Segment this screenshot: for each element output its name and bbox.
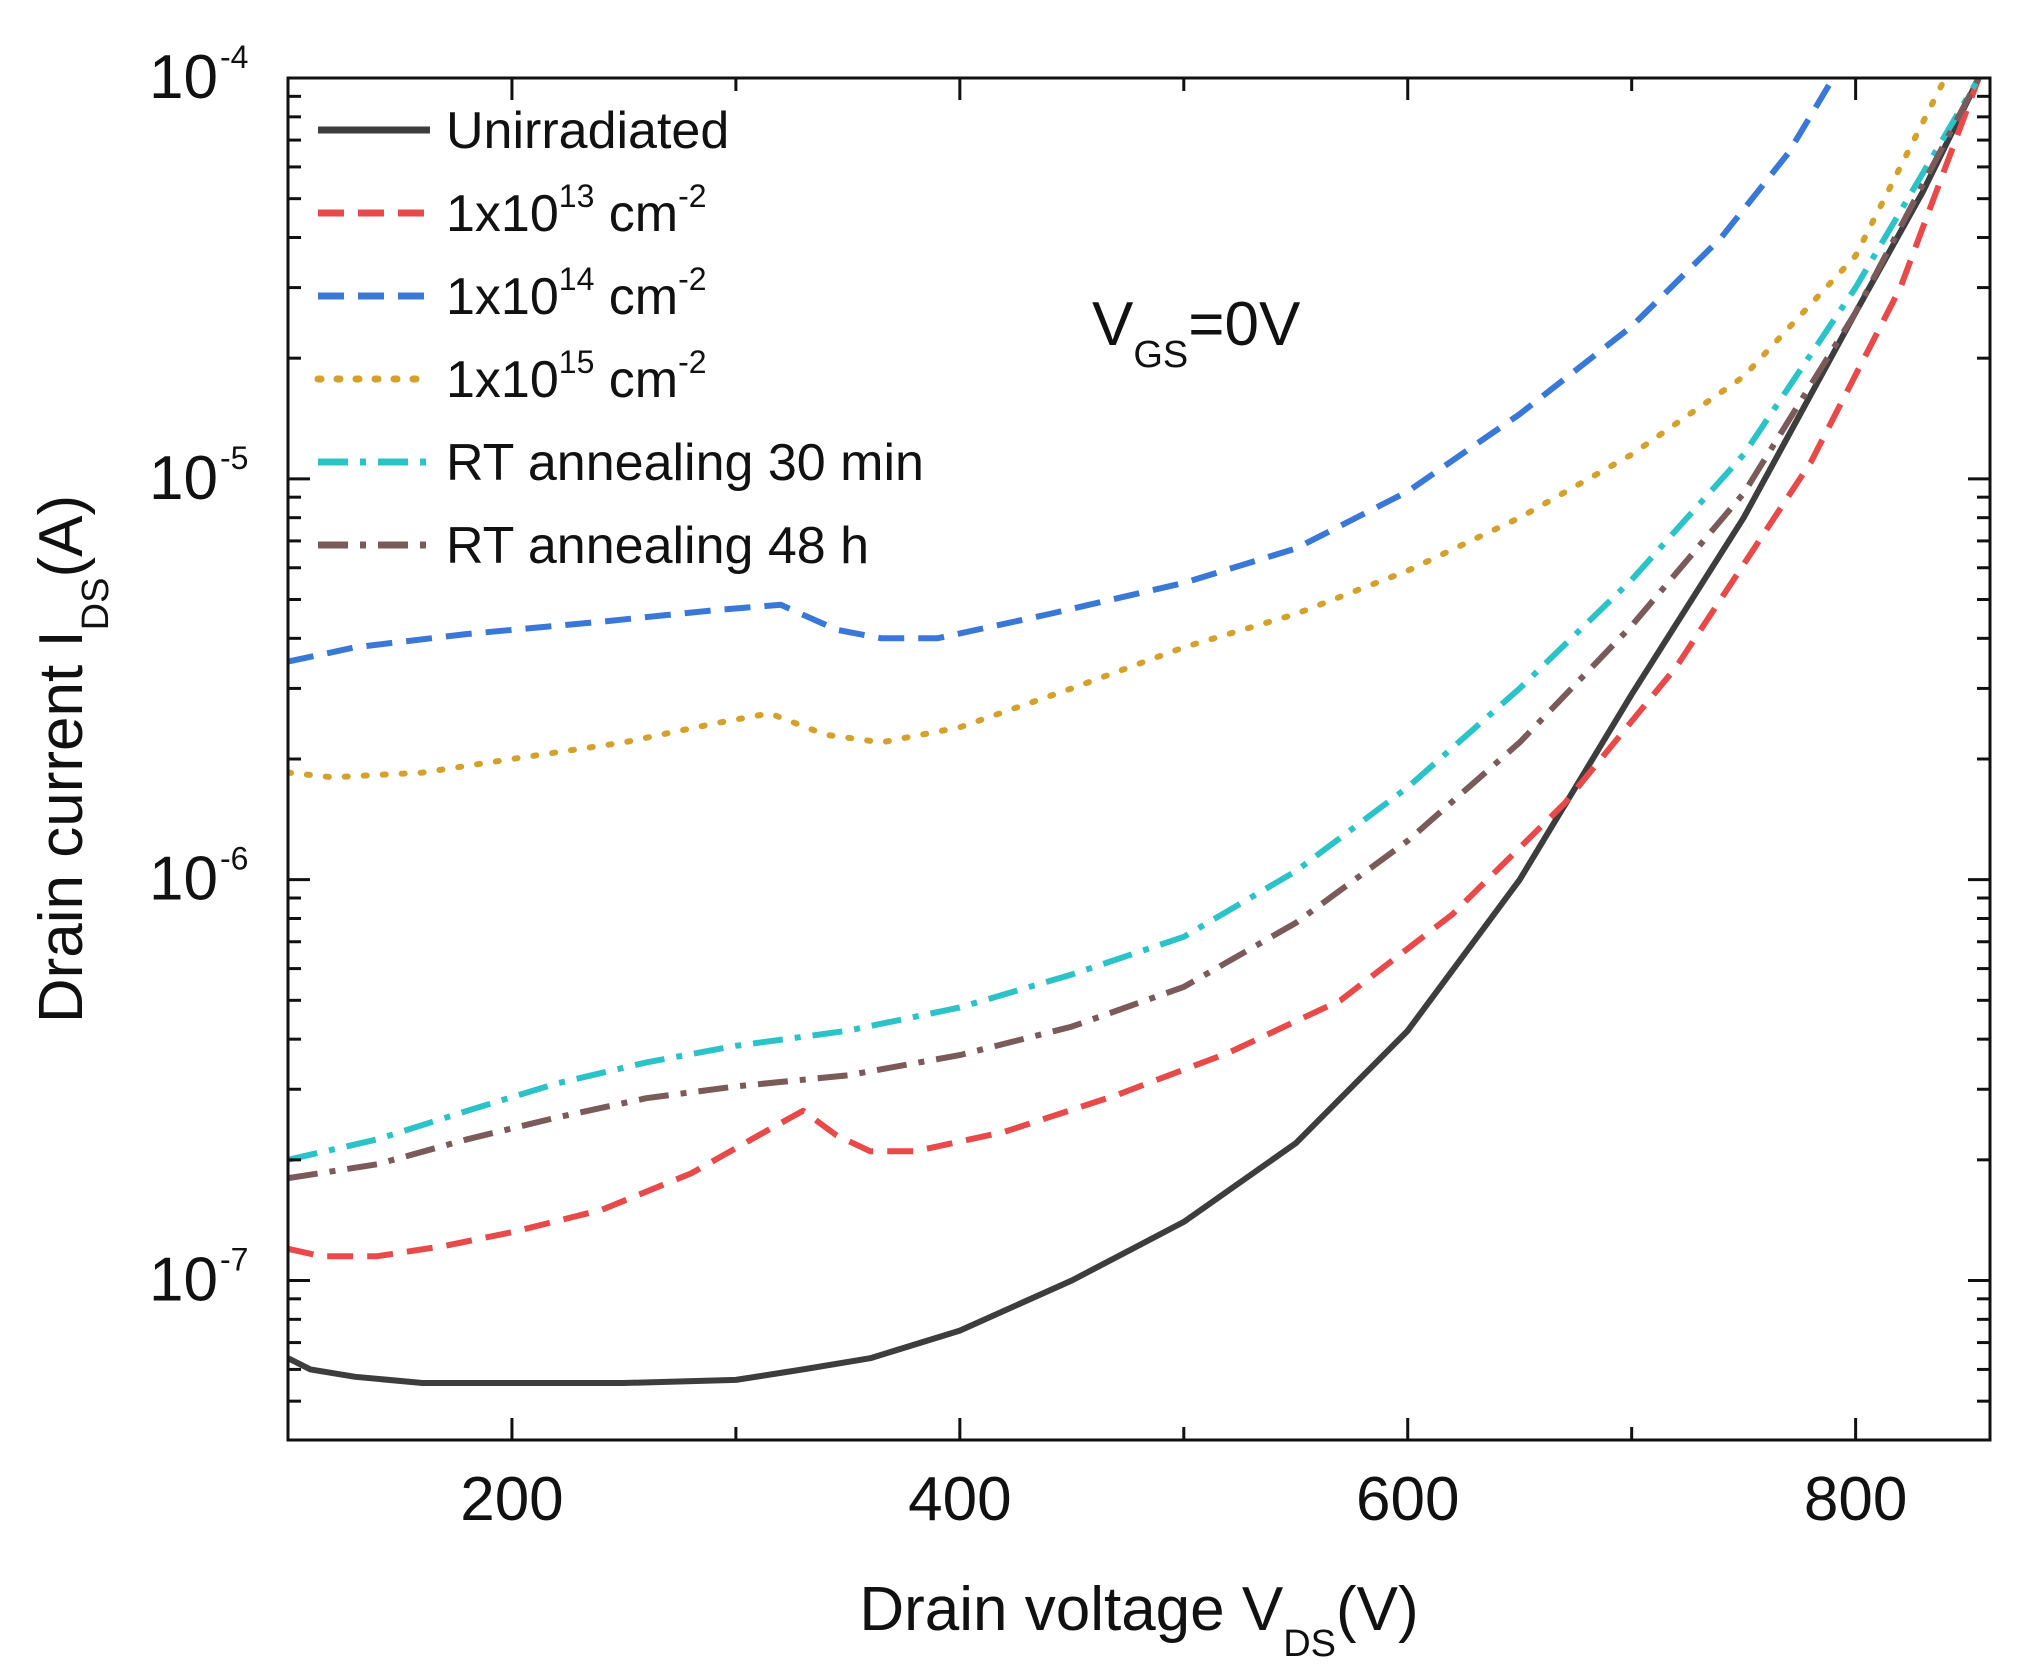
y-tick-exponent: -5 [220,440,248,476]
x-tick-label: 200 [460,1465,563,1534]
series-line-4 [288,78,1949,781]
series-layer [288,78,1982,1386]
legend-label-4: 1x1015 cm-2 [446,344,707,409]
x-axis-label: Drain voltage VDS(V) [859,1575,1418,1665]
x-tick-label: 400 [908,1465,1011,1534]
label-layer: Drain voltage VDS(V) Drain current IDS(A… [27,290,1419,1665]
y-tick-label: 10 [149,845,218,914]
series-line-1 [288,78,1982,1386]
legend-label-5: RT annealing 30 min [446,434,924,492]
series-line-6 [288,78,1982,1182]
y-tick-exponent: -4 [220,39,248,75]
y-axis-label: Drain current IDS(A) [27,495,117,1023]
legend-label-6: RT annealing 48 h [446,517,869,575]
series-line-5 [288,78,1982,1163]
vgs-annotation: VGS=0V [1092,290,1301,376]
y-tick-exponent: -6 [220,841,248,877]
legend: Unirradiated 1x1013 cm-2 1x1014 cm-2 1x1015… [314,102,924,575]
x-tick-label: 800 [1804,1465,1907,1534]
y-tick-label: 10 [149,1245,218,1314]
y-tick-label: 10 [149,43,218,112]
legend-label-1: Unirradiated [446,102,729,160]
x-tick-label: 600 [1356,1465,1459,1534]
legend-label-3: 1x1014 cm-2 [446,261,707,326]
y-tick-label: 10 [149,444,218,513]
series-line-3 [288,78,1836,665]
legend-label-2: 1x1013 cm-2 [446,178,707,243]
series-line-2 [288,78,1982,1260]
y-tick-exponent: -7 [220,1241,248,1277]
